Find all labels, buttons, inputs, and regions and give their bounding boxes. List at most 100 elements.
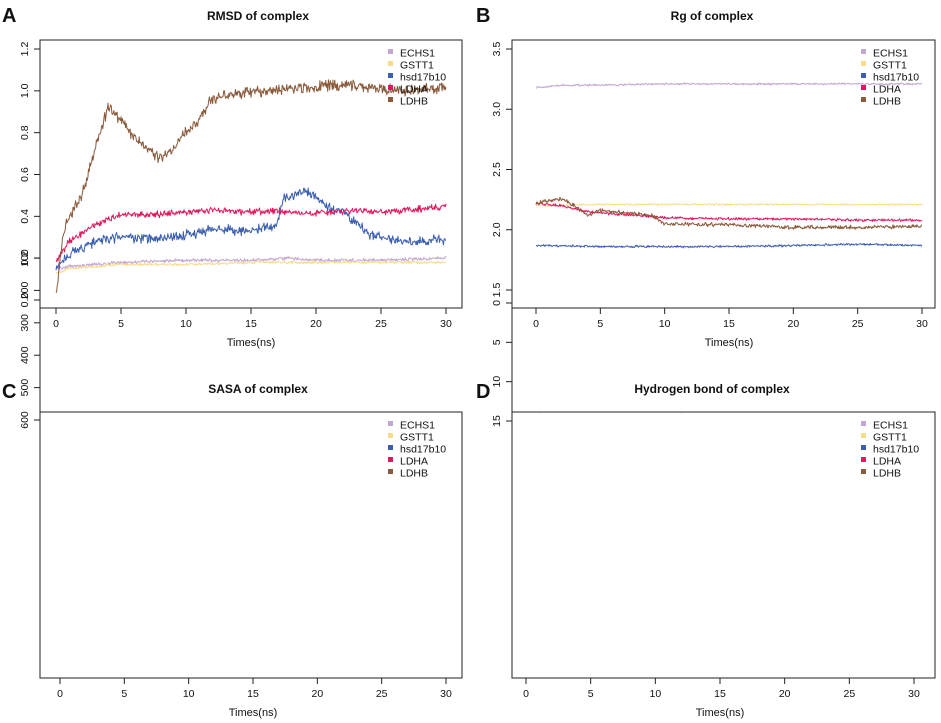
x-tick-label: 20 xyxy=(311,688,323,700)
series-line-echs1 xyxy=(535,82,923,89)
y-axis: 100 200 300 400 500 600 xyxy=(19,249,41,429)
x-tick-label: 20 xyxy=(787,318,799,330)
legend-label-ldha: LDHA xyxy=(873,456,901,468)
x-tick-label: 30 xyxy=(440,688,452,700)
panel-D: D Hydrogen bond of complex 0 5 10 15 20 25 30 Tim… xyxy=(476,300,936,719)
legend-label-gstt1: GSTT1 xyxy=(400,60,434,72)
x-tick-label: 0 xyxy=(53,318,59,330)
panel-letter: A xyxy=(2,5,16,27)
chart-title: Rg of complex xyxy=(671,9,754,23)
x-axis: 0 5 10 15 20 25 30 Times(ns) xyxy=(523,677,920,719)
legend-swatch-ldhb xyxy=(388,469,393,474)
x-axis-label: Times(ns) xyxy=(227,337,275,349)
x-tick-label: 5 xyxy=(588,688,594,700)
legend-swatch-hsd17b10 xyxy=(388,445,393,450)
x-tick-label: 5 xyxy=(597,318,603,330)
series-line-ldha xyxy=(60,275,446,284)
panel-letter: B xyxy=(476,5,490,27)
series-line-echs1 xyxy=(60,396,446,405)
series-line-ldha xyxy=(55,203,447,263)
legend-label-ldhb: LDHB xyxy=(400,96,428,108)
x-tick-label: 5 xyxy=(118,318,124,330)
plot-frame xyxy=(39,39,463,309)
legend-label-ldha: LDHA xyxy=(400,84,428,96)
y-tick-label: 10 xyxy=(491,376,503,388)
y-tick-label: 1.0 xyxy=(19,83,31,98)
legend-swatch-ldha xyxy=(861,457,866,462)
series-line-gstt1 xyxy=(535,203,923,207)
legend-label-ldhb: LDHB xyxy=(400,468,428,480)
legend-swatch-ldhb xyxy=(861,97,866,102)
x-axis: 0 5 10 15 20 25 30 Times(ns) xyxy=(533,307,928,349)
legend-label-echs1: ECHS1 xyxy=(873,48,908,60)
y-tick-label: 2.0 xyxy=(491,222,503,237)
legend-label-echs1: ECHS1 xyxy=(400,48,435,60)
y-tick-label: 500 xyxy=(19,379,31,397)
x-tick-label: 30 xyxy=(440,318,452,330)
y-tick-label: 5 xyxy=(491,339,503,345)
x-axis-label: Times(ns) xyxy=(229,707,277,719)
panel-B: B Rg of complex 0 5 10 15 20 25 30 Times(ns) 1.5 2.… xyxy=(476,5,936,349)
x-axis: 0 5 10 15 20 25 30 Times(ns) xyxy=(53,307,452,349)
legend-swatch-echs1 xyxy=(388,49,393,54)
series-line-hsd17b10 xyxy=(55,187,447,271)
y-tick-label: 0.2 xyxy=(19,251,31,266)
x-tick-label: 25 xyxy=(852,318,864,330)
legend-swatch-ldha xyxy=(861,85,866,90)
legend-label-gstt1: GSTT1 xyxy=(873,60,907,72)
series-line-ldhb xyxy=(55,79,447,294)
legend-label-ldhb: LDHB xyxy=(873,96,901,108)
y-tick-label: 1.2 xyxy=(19,42,31,57)
legend-swatch-gstt1 xyxy=(388,433,393,438)
chart-title: SASA of complex xyxy=(208,382,308,396)
x-tick-label: 15 xyxy=(723,318,735,330)
x-tick-label: 25 xyxy=(376,688,388,700)
legend-swatch-ldhb xyxy=(861,469,866,474)
x-tick-label: 0 xyxy=(523,688,529,700)
x-axis-label: Times(ns) xyxy=(705,337,753,349)
x-tick-label: 30 xyxy=(908,688,920,700)
legend-label-echs1: ECHS1 xyxy=(873,420,908,432)
y-tick-label: 0.0 xyxy=(19,293,31,308)
legend-label-ldha: LDHA xyxy=(400,456,428,468)
y-tick-label: 400 xyxy=(19,346,31,364)
y-tick-label: 200 xyxy=(19,281,31,299)
y-tick-label: 2.5 xyxy=(491,162,503,177)
y-tick-label: 0.4 xyxy=(19,209,31,224)
series-line-ldhb xyxy=(60,276,446,285)
legend-label-echs1: ECHS1 xyxy=(400,420,435,432)
legend-swatch-gstt1 xyxy=(861,433,866,438)
y-tick-label: 300 xyxy=(19,314,31,332)
x-tick-label: 15 xyxy=(245,318,257,330)
y-tick-label: 3.0 xyxy=(491,102,503,117)
chart-title: RMSD of complex xyxy=(207,9,309,23)
x-tick-label: 0 xyxy=(533,318,539,330)
y-tick-label: 1.5 xyxy=(491,283,503,298)
x-tick-label: 15 xyxy=(714,688,726,700)
series-line-gstt1 xyxy=(55,260,447,274)
series-group xyxy=(535,82,923,249)
x-tick-label: 20 xyxy=(779,688,791,700)
legend-swatch-ldha xyxy=(388,457,393,462)
x-tick-label: 10 xyxy=(180,318,192,330)
plot-frame xyxy=(511,39,936,309)
y-tick-label: 3.5 xyxy=(491,42,503,57)
x-tick-label: 25 xyxy=(843,688,855,700)
y-tick-label: 0 xyxy=(491,300,503,306)
legend-swatch-ldha xyxy=(388,85,393,90)
legend-label-gstt1: GSTT1 xyxy=(400,432,434,444)
y-tick-label: 600 xyxy=(19,411,31,429)
series-line-gstt1 xyxy=(60,290,446,292)
legend-swatch-gstt1 xyxy=(861,61,866,66)
y-tick-label: 0.8 xyxy=(19,125,31,140)
y-axis: 1.5 2.0 2.5 3.0 3.5 xyxy=(491,42,513,298)
x-tick-label: 0 xyxy=(57,688,63,700)
legend-label-hsd17b10: hsd17b10 xyxy=(400,72,446,84)
y-tick-label: 15 xyxy=(491,415,503,427)
